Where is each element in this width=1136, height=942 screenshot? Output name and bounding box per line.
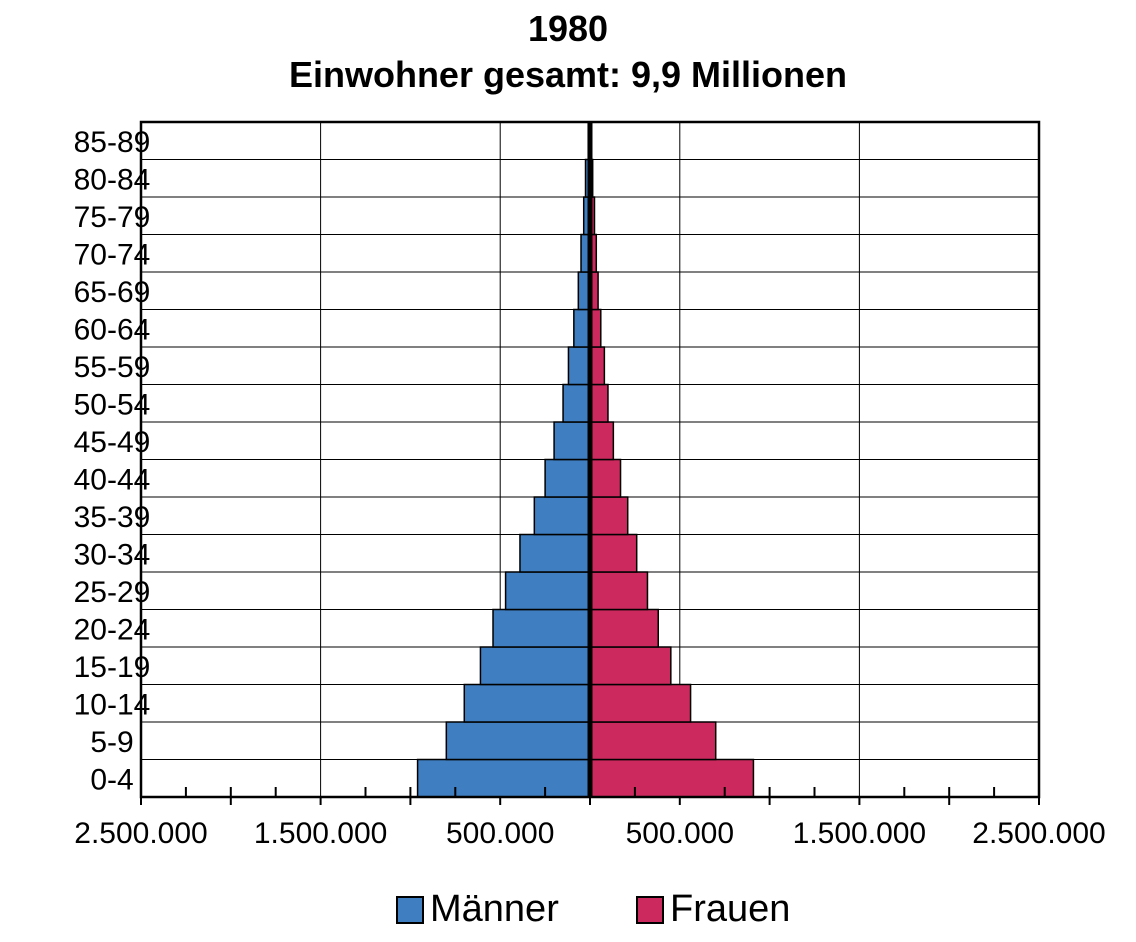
bar-frauen-0-4 <box>589 758 755 798</box>
legend-label-maenner: Männer <box>430 888 559 930</box>
x-tick-label: 1.500.000 <box>793 817 926 850</box>
legend-swatch-maenner <box>396 895 424 924</box>
population-pyramid-chart: 0-4 5-9 10-14 15-19 20-24 25-29 30-34 35-39 40-4… <box>74 120 1106 850</box>
bar-maenner-50-54 <box>562 383 591 423</box>
bar-frauen-30-34 <box>589 533 638 573</box>
legend-label-frauen: Frauen <box>670 888 791 930</box>
y-tick-label: 50-54 <box>74 388 151 421</box>
x-tick-label: 1.500.000 <box>254 817 387 850</box>
y-tick-label: 40-44 <box>74 463 151 496</box>
y-tick-label: 80-84 <box>74 163 151 196</box>
bar-maenner-55-59 <box>567 346 591 386</box>
y-tick-label: 45-49 <box>74 426 151 459</box>
bar-maenner-45-49 <box>553 421 591 461</box>
y-tick-label: 35-39 <box>74 501 151 534</box>
y-tick-label: 75-79 <box>74 201 151 234</box>
y-tick-label: 0-4 <box>90 763 133 796</box>
y-tick-label: 65-69 <box>74 276 151 309</box>
y-tick-label: 25-29 <box>74 576 151 609</box>
y-tick-label: 85-89 <box>74 126 151 159</box>
legend: Männer Frauen <box>0 888 1136 938</box>
y-tick-label: 5-9 <box>90 726 133 759</box>
bar-maenner-20-24 <box>492 608 591 648</box>
bar-maenner-15-19 <box>479 646 591 686</box>
legend-swatch-frauen <box>636 895 664 924</box>
legend-item-maenner: Männer <box>396 888 559 931</box>
bar-frauen-40-44 <box>589 458 622 498</box>
x-tick-label: 500.000 <box>446 817 554 850</box>
y-tick-label: 15-19 <box>74 651 151 684</box>
bar-maenner-0-4 <box>416 758 591 798</box>
bar-frauen-5-9 <box>589 721 717 761</box>
bar-maenner-10-14 <box>463 683 591 723</box>
bar-frauen-35-39 <box>589 496 629 536</box>
bar-frauen-50-54 <box>589 383 609 423</box>
bar-frauen-10-14 <box>589 683 692 723</box>
y-tick-label: 10-14 <box>74 688 151 721</box>
y-tick-label: 30-34 <box>74 538 151 571</box>
bar-frauen-25-29 <box>589 571 649 611</box>
bar-maenner-25-29 <box>504 571 591 611</box>
y-tick-label: 70-74 <box>74 238 151 271</box>
bar-maenner-35-39 <box>533 496 591 536</box>
chart-title: 1980 <box>527 8 609 49</box>
x-tick-label: 2.500.000 <box>74 817 207 850</box>
bar-maenner-30-34 <box>519 533 591 573</box>
y-tick-label: 55-59 <box>74 351 151 384</box>
bar-frauen-20-24 <box>589 608 659 648</box>
legend-item-frauen: Frauen <box>636 888 790 931</box>
bar-frauen-45-49 <box>589 421 615 461</box>
y-tick-label: 20-24 <box>74 613 151 646</box>
chart-subtitle: Einwohner gesamt: 9,9 Millionen <box>288 54 848 95</box>
bar-frauen-15-19 <box>589 646 672 686</box>
x-tick-label: 500.000 <box>626 817 734 850</box>
bar-maenner-5-9 <box>445 721 591 761</box>
x-tick-label: 2.500.000 <box>972 817 1105 850</box>
y-tick-label: 60-64 <box>74 313 151 346</box>
bar-maenner-40-44 <box>544 458 591 498</box>
